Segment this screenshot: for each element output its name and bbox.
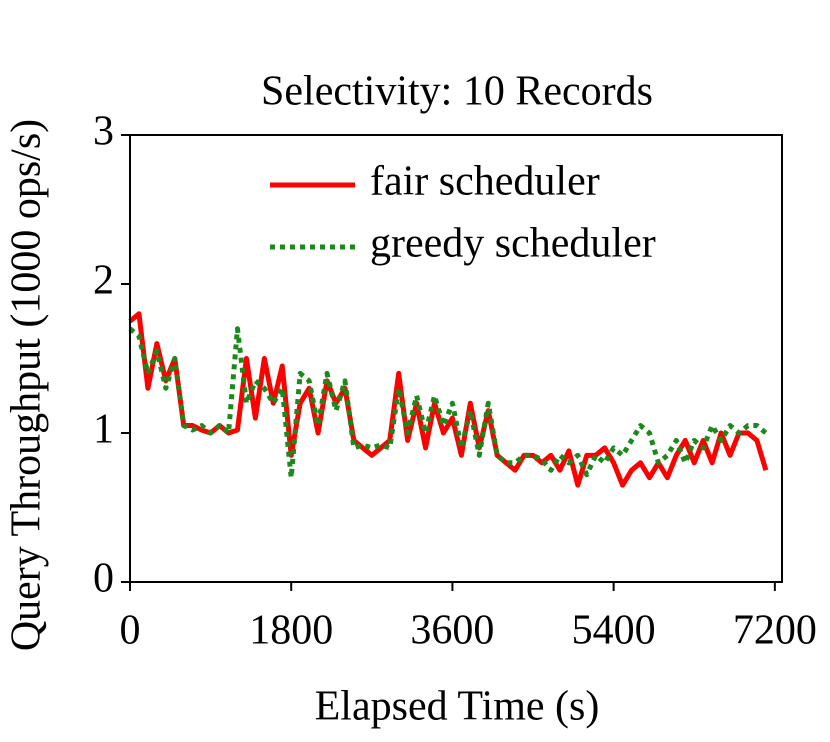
legend-label: greedy scheduler	[370, 221, 656, 267]
x-tick-label: 7200	[733, 608, 817, 654]
x-tick-label: 0	[120, 608, 141, 654]
x-axis-label: Elapsed Time (s)	[315, 684, 600, 730]
chart-title: Selectivity: 10 Records	[261, 69, 653, 115]
y-tick-label: 3	[93, 109, 114, 155]
x-tick-label: 3600	[410, 608, 494, 654]
y-tick-label: 2	[93, 258, 114, 304]
y-tick-label: 0	[93, 556, 114, 602]
plot-frame	[129, 134, 783, 583]
series-line	[128, 326, 768, 481]
x-tick-label: 1800	[249, 608, 333, 654]
series-line	[128, 311, 769, 488]
y-axis-label: Query Throughput (1000 ops/s)	[4, 119, 50, 651]
x-tick-label: 5400	[572, 608, 656, 654]
legend-label: fair scheduler	[370, 159, 600, 205]
y-tick-label: 1	[93, 407, 114, 453]
